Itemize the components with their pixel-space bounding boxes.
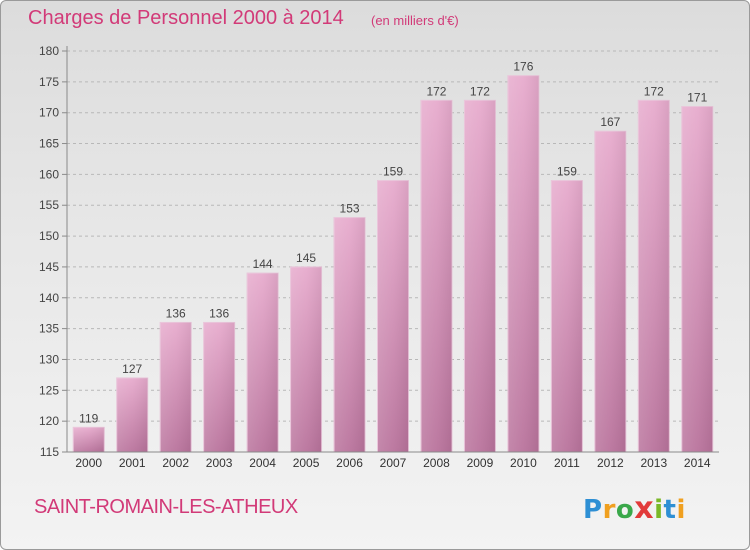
bar-value-label: 127 — [122, 362, 142, 376]
bar-value-label: 172 — [470, 84, 490, 98]
y-tick-label: 125 — [39, 383, 59, 397]
bar-shading — [73, 427, 105, 452]
bar-shading — [638, 100, 670, 452]
bar-value-label: 167 — [600, 115, 620, 129]
x-tick-label: 2008 — [423, 456, 450, 470]
logo-letter: i — [676, 495, 686, 525]
x-tick-label: 2005 — [293, 456, 320, 470]
x-tick-label: 2010 — [510, 456, 537, 470]
proxiti-logo[interactable]: Proxiti — [583, 491, 686, 526]
bar-value-label: 144 — [253, 257, 273, 271]
chart-subtitle: (en milliers d'€) — [371, 13, 459, 28]
bar-value-label: 136 — [209, 306, 229, 320]
bar-shading — [681, 106, 713, 453]
y-tick-label: 120 — [39, 414, 59, 428]
bar-value-label: 153 — [340, 202, 360, 216]
x-tick-label: 2007 — [380, 456, 407, 470]
y-tick-label: 180 — [39, 44, 59, 58]
x-tick-label: 2009 — [467, 456, 494, 470]
logo-letter: r — [602, 495, 616, 525]
bar-value-label: 119 — [79, 411, 98, 425]
y-tick-label: 130 — [39, 352, 59, 366]
y-tick-label: 170 — [39, 106, 59, 120]
logo-letter: t — [663, 495, 677, 525]
bar-shading — [594, 131, 626, 452]
y-tick-label: 140 — [39, 291, 59, 305]
logo-letter: P — [583, 495, 603, 525]
y-tick-label: 155 — [39, 198, 59, 212]
bar-shading — [464, 100, 496, 452]
y-tick-label: 145 — [39, 260, 59, 274]
bar-value-label: 176 — [513, 60, 533, 74]
bar-value-label: 145 — [296, 251, 316, 265]
bar-shading — [160, 322, 192, 452]
x-tick-label: 2003 — [206, 456, 233, 470]
y-tick-label: 175 — [39, 75, 59, 89]
x-tick-label: 2014 — [684, 456, 711, 470]
x-tick-label: 2001 — [119, 456, 146, 470]
y-tick-label: 150 — [39, 229, 59, 243]
x-tick-label: 2004 — [249, 456, 276, 470]
y-tick-label: 115 — [40, 445, 59, 459]
x-tick-label: 2011 — [554, 456, 580, 470]
chart-title: Charges de Personnel 2000 à 2014 — [28, 7, 344, 29]
bar-value-label: 172 — [426, 84, 446, 98]
bar-shading — [116, 377, 148, 452]
bar-shading — [377, 180, 409, 453]
logo-letter: x — [634, 491, 655, 526]
bar-shading — [334, 217, 366, 452]
x-tick-label: 2012 — [597, 456, 624, 470]
logo-letter: i — [654, 495, 664, 525]
commune-name: SAINT-ROMAIN-LES-ATHEUX — [34, 496, 298, 518]
bar-shading — [247, 273, 279, 452]
bar-value-label: 171 — [687, 91, 707, 105]
bar-value-label: 159 — [383, 165, 403, 179]
x-tick-label: 2006 — [336, 456, 363, 470]
x-tick-label: 2002 — [162, 456, 189, 470]
bar-value-label: 136 — [166, 306, 186, 320]
y-tick-label: 135 — [39, 322, 59, 336]
bar-shading — [290, 266, 322, 452]
x-tick-label: 2013 — [640, 456, 667, 470]
bar-shading — [203, 322, 235, 452]
logo-letter: o — [615, 495, 635, 525]
bar-shading — [551, 180, 583, 453]
x-tick-label: 2000 — [75, 456, 102, 470]
y-tick-label: 160 — [39, 167, 59, 181]
y-tick-label: 165 — [39, 137, 59, 151]
bar-value-label: 159 — [557, 165, 577, 179]
bar-value-label: 172 — [644, 84, 664, 98]
bar-shading — [420, 100, 452, 452]
bar-shading — [507, 75, 539, 452]
